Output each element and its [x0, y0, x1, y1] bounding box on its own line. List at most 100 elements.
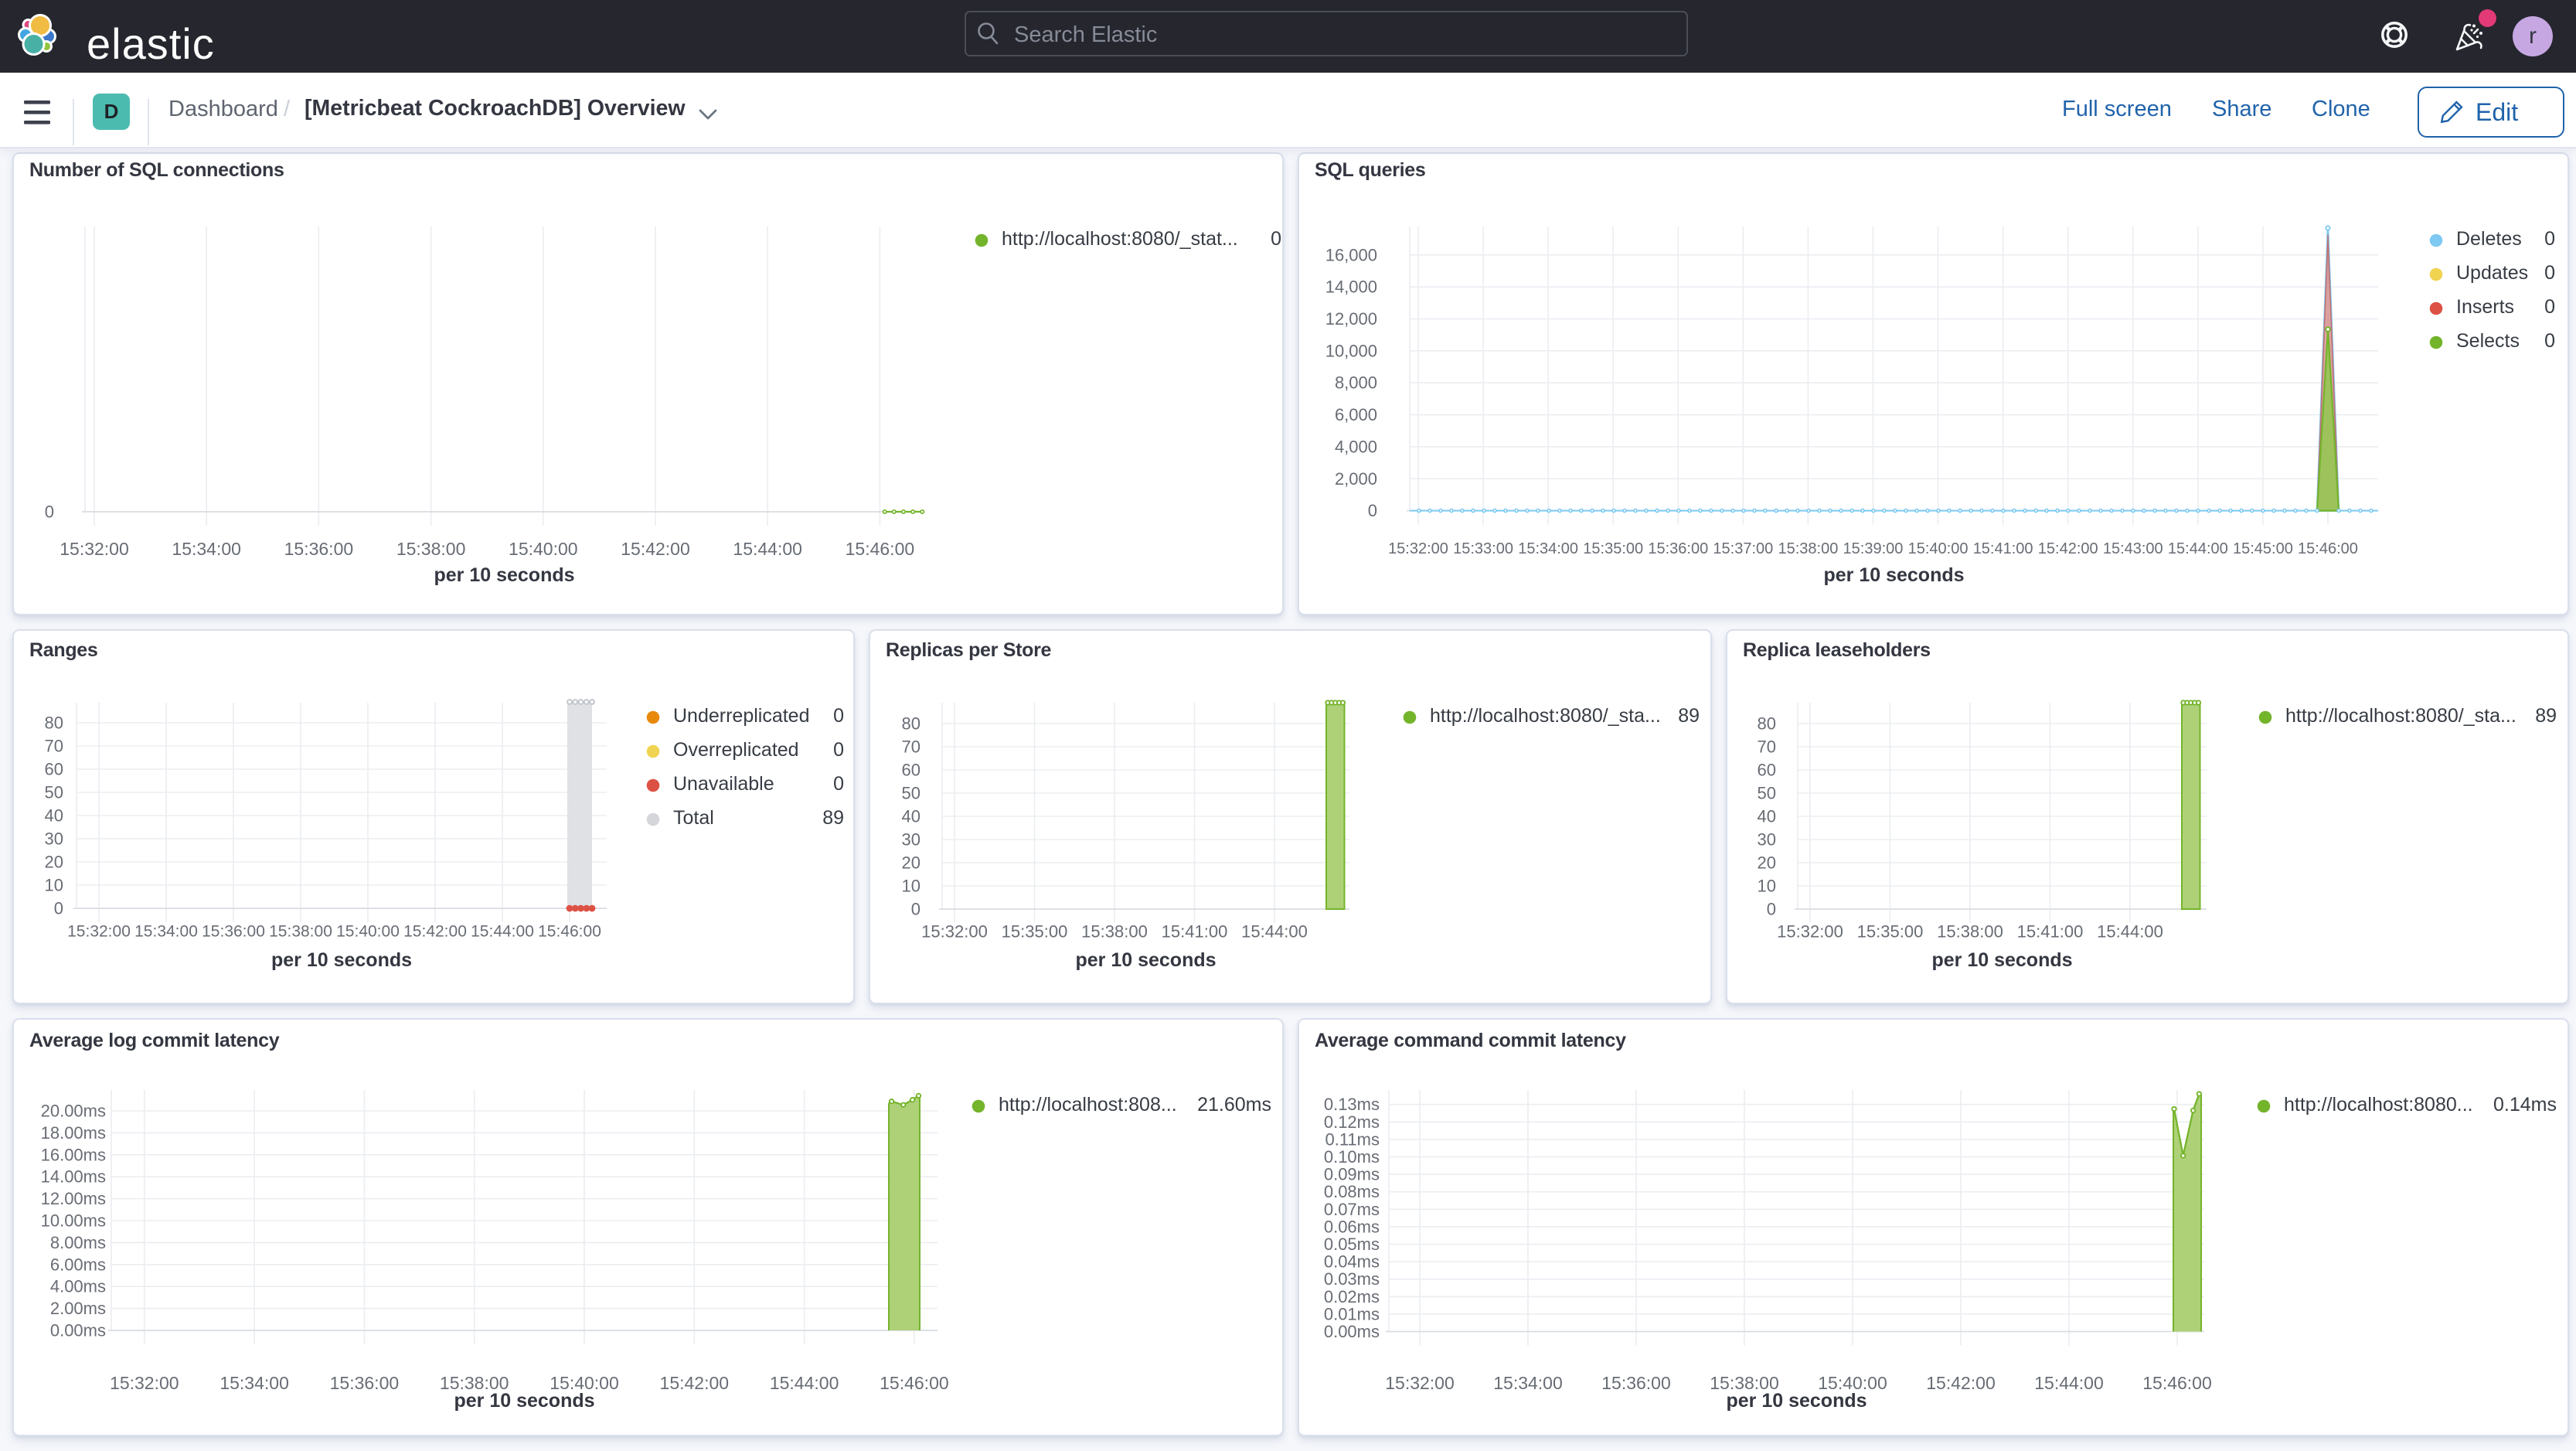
- svg-text:20: 20: [902, 853, 920, 873]
- svg-text:0: 0: [1767, 900, 1776, 919]
- svg-text:15:44:00: 15:44:00: [1241, 922, 1308, 942]
- svg-text:15:34:00: 15:34:00: [134, 923, 198, 941]
- svg-text:0.14ms: 0.14ms: [2493, 1094, 2557, 1115]
- svg-text:8.00ms: 8.00ms: [50, 1233, 106, 1252]
- svg-text:15:38:00: 15:38:00: [396, 539, 466, 559]
- svg-text:89: 89: [822, 807, 844, 829]
- svg-text:Ranges: Ranges: [29, 639, 98, 661]
- svg-text:http://localhost:8080...: http://localhost:8080...: [2284, 1094, 2473, 1115]
- svg-text:15:32:00: 15:32:00: [921, 922, 988, 942]
- svg-text:0.10ms: 0.10ms: [1324, 1147, 1380, 1167]
- svg-text:15:38:00: 15:38:00: [269, 923, 332, 941]
- svg-text:20: 20: [45, 853, 63, 872]
- svg-text:15:34:00: 15:34:00: [1493, 1373, 1563, 1393]
- svg-text:0.00ms: 0.00ms: [50, 1321, 106, 1340]
- svg-text:89: 89: [2535, 705, 2557, 727]
- svg-text:15:41:00: 15:41:00: [1973, 540, 2033, 557]
- svg-text:15:36:00: 15:36:00: [284, 539, 354, 559]
- svg-text:per 10 seconds: per 10 seconds: [1931, 949, 2072, 971]
- svg-text:15:33:00: 15:33:00: [1453, 540, 1513, 557]
- svg-text:Inserts: Inserts: [2456, 296, 2514, 318]
- svg-text:Replicas per Store: Replicas per Store: [886, 639, 1052, 661]
- svg-text:14,000: 14,000: [1325, 278, 1377, 297]
- svg-text:0: 0: [54, 899, 63, 918]
- svg-text:15:40:00: 15:40:00: [550, 1373, 619, 1393]
- svg-text:20.00ms: 20.00ms: [41, 1102, 106, 1121]
- svg-text:0: 0: [833, 739, 844, 761]
- svg-text:per 10 seconds: per 10 seconds: [1075, 949, 1216, 971]
- svg-text:0.13ms: 0.13ms: [1324, 1095, 1380, 1114]
- svg-text:15:46:00: 15:46:00: [538, 923, 601, 941]
- svg-text:Total: Total: [673, 807, 714, 829]
- svg-text:6,000: 6,000: [1335, 405, 1377, 424]
- svg-text:Average command commit latency: Average command commit latency: [1315, 1030, 1626, 1051]
- svg-text:15:44:00: 15:44:00: [2168, 540, 2228, 557]
- svg-text:http://localhost:8080/_stat...: http://localhost:8080/_stat...: [1002, 228, 1238, 250]
- svg-text:http://localhost:808...: http://localhost:808...: [999, 1094, 1177, 1115]
- svg-text:70: 70: [45, 737, 63, 756]
- svg-text:0.08ms: 0.08ms: [1324, 1182, 1380, 1201]
- svg-text:18.00ms: 18.00ms: [41, 1123, 106, 1143]
- svg-text:0: 0: [45, 502, 54, 522]
- svg-text:0: 0: [1368, 501, 1377, 520]
- svg-text:0.12ms: 0.12ms: [1324, 1112, 1380, 1132]
- svg-text:15:42:00: 15:42:00: [2038, 540, 2098, 557]
- svg-text:80: 80: [1758, 714, 1776, 734]
- svg-text:0: 0: [2544, 296, 2555, 318]
- svg-text:15:36:00: 15:36:00: [202, 923, 265, 941]
- svg-text:Deletes: Deletes: [2456, 228, 2522, 250]
- svg-text:per 10 seconds: per 10 seconds: [1823, 564, 1964, 586]
- svg-text:15:40:00: 15:40:00: [1818, 1373, 1887, 1393]
- svg-text:10,000: 10,000: [1325, 341, 1377, 360]
- svg-text:15:38:00: 15:38:00: [1710, 1373, 1779, 1393]
- svg-text:per 10 seconds: per 10 seconds: [271, 949, 412, 971]
- svg-text:15:36:00: 15:36:00: [330, 1373, 400, 1393]
- svg-text:10: 10: [1758, 877, 1776, 896]
- svg-text:15:44:00: 15:44:00: [471, 923, 534, 941]
- svg-text:10: 10: [45, 876, 63, 895]
- svg-text:60: 60: [902, 761, 920, 780]
- svg-text:30: 30: [902, 830, 920, 850]
- svg-text:Underreplicated: Underreplicated: [673, 705, 810, 727]
- svg-text:15:46:00: 15:46:00: [2298, 540, 2358, 557]
- svg-text:0: 0: [911, 900, 920, 919]
- svg-text:15:36:00: 15:36:00: [1601, 1373, 1671, 1393]
- svg-text:15:43:00: 15:43:00: [2103, 540, 2163, 557]
- svg-text:0.03ms: 0.03ms: [1324, 1269, 1380, 1289]
- svg-text:SQL queries: SQL queries: [1315, 159, 1426, 181]
- svg-text:15:38:00: 15:38:00: [440, 1373, 509, 1393]
- svg-text:12,000: 12,000: [1325, 309, 1377, 329]
- svg-text:per 10 seconds: per 10 seconds: [1726, 1390, 1866, 1412]
- svg-text:15:38:00: 15:38:00: [1937, 922, 2003, 942]
- svg-text:15:39:00: 15:39:00: [1843, 540, 1904, 557]
- svg-text:0: 0: [2544, 228, 2555, 250]
- svg-text:15:38:00: 15:38:00: [1778, 540, 1838, 557]
- svg-text:0.09ms: 0.09ms: [1324, 1165, 1380, 1184]
- svg-text:15:42:00: 15:42:00: [403, 923, 467, 941]
- svg-text:2,000: 2,000: [1335, 469, 1377, 489]
- svg-text:Updates: Updates: [2456, 262, 2528, 284]
- svg-text:15:36:00: 15:36:00: [1648, 540, 1708, 557]
- svg-text:50: 50: [45, 783, 63, 802]
- svg-text:0.00ms: 0.00ms: [1324, 1322, 1380, 1341]
- svg-text:0.05ms: 0.05ms: [1324, 1235, 1380, 1254]
- svg-text:0.02ms: 0.02ms: [1324, 1287, 1380, 1306]
- svg-text:15:38:00: 15:38:00: [1081, 922, 1148, 942]
- svg-text:15:46:00: 15:46:00: [846, 539, 915, 559]
- svg-text:15:40:00: 15:40:00: [336, 923, 400, 941]
- svg-text:0: 0: [833, 705, 844, 727]
- svg-text:15:42:00: 15:42:00: [660, 1373, 730, 1393]
- svg-text:Unavailable: Unavailable: [673, 773, 774, 795]
- svg-text:15:34:00: 15:34:00: [1518, 540, 1578, 557]
- svg-text:0.11ms: 0.11ms: [1325, 1129, 1380, 1149]
- svg-text:10.00ms: 10.00ms: [41, 1211, 106, 1231]
- svg-text:15:32:00: 15:32:00: [1777, 922, 1843, 942]
- svg-text:15:46:00: 15:46:00: [880, 1373, 949, 1393]
- svg-text:15:41:00: 15:41:00: [1162, 922, 1228, 942]
- svg-text:8,000: 8,000: [1335, 373, 1377, 393]
- svg-text:12.00ms: 12.00ms: [41, 1189, 106, 1208]
- svg-text:0.04ms: 0.04ms: [1324, 1252, 1380, 1272]
- svg-text:0: 0: [833, 773, 844, 795]
- svg-text:60: 60: [1758, 761, 1776, 780]
- svg-text:15:32:00: 15:32:00: [1388, 540, 1448, 557]
